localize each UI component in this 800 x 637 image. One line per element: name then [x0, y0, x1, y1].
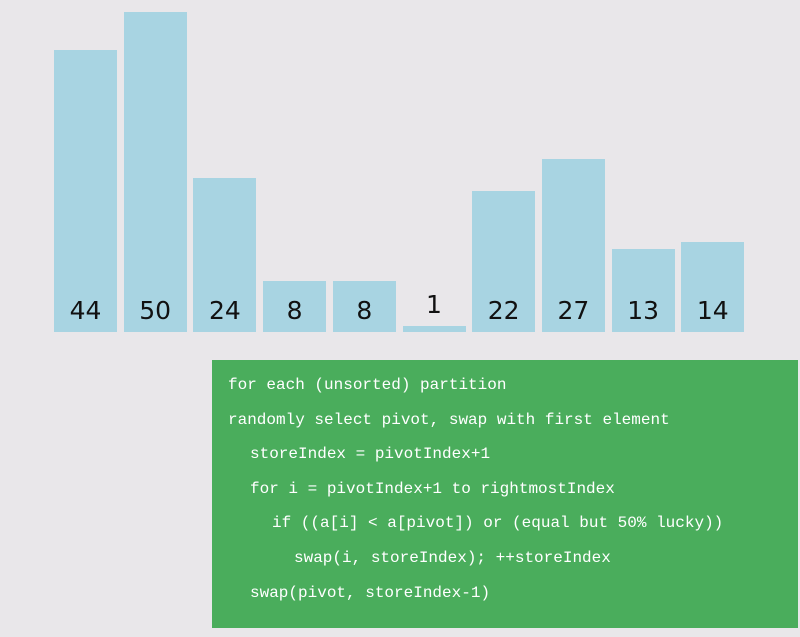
array-bar[interactable] [541, 159, 605, 332]
array-bar[interactable] [332, 280, 396, 332]
array-bar[interactable] [193, 178, 257, 332]
code-line-if-compare[interactable]: if ((a[i] < a[pivot]) or (equal but 50% … [272, 514, 724, 533]
array-visualization: 44 50 24 8 8 1 22 27 13 14 [54, 12, 745, 332]
array-bar[interactable] [402, 325, 466, 332]
array-bar-value: 8 [286, 296, 303, 325]
pseudocode-panel: for each (unsorted) partition randomly s… [212, 360, 798, 628]
code-line-store-index[interactable]: storeIndex = pivotIndex+1 [250, 445, 491, 464]
array-bar-value: 13 [627, 296, 659, 325]
code-line-select-pivot[interactable]: randomly select pivot, swap with first e… [228, 410, 670, 429]
array-bar-value: 50 [139, 296, 172, 325]
array-bar[interactable] [681, 242, 745, 332]
array-bar[interactable] [263, 280, 327, 332]
array-bar[interactable] [54, 50, 117, 332]
array-bar[interactable] [611, 248, 675, 332]
array-bar-value: 24 [208, 296, 241, 325]
array-bar-value: 14 [696, 296, 729, 325]
array-bar[interactable] [472, 191, 536, 332]
array-bar-value: 22 [487, 296, 520, 325]
array-bar-value: 1 [426, 289, 442, 319]
array-bar-value: 27 [557, 296, 590, 325]
code-line-swap-pivot[interactable]: swap(pivot, storeIndex-1) [250, 583, 491, 602]
array-bar-value: 44 [69, 296, 102, 325]
code-line-swap-increment[interactable]: swap(i, storeIndex); ++storeIndex [294, 548, 611, 567]
code-line-for-each-partition[interactable]: for each (unsorted) partition [228, 376, 507, 394]
array-bar[interactable] [123, 12, 187, 332]
code-line-for-loop[interactable]: for i = pivotIndex+1 to rightmostIndex [250, 479, 615, 498]
array-bar-value: 8 [356, 296, 373, 325]
